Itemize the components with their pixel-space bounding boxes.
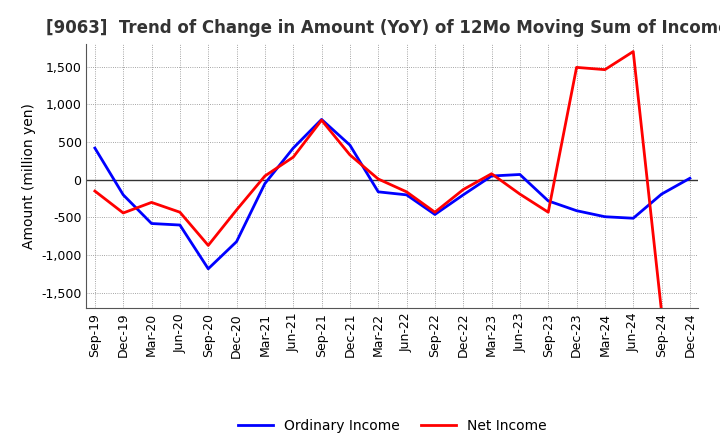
Ordinary Income bbox=[487, 173, 496, 179]
Y-axis label: Amount (million yen): Amount (million yen) bbox=[22, 103, 35, 249]
Ordinary Income bbox=[91, 146, 99, 151]
Net Income bbox=[119, 210, 127, 216]
Ordinary Income bbox=[261, 181, 269, 186]
Net Income bbox=[233, 207, 241, 213]
Line: Ordinary Income: Ordinary Income bbox=[95, 119, 690, 269]
Net Income bbox=[657, 309, 666, 315]
Net Income bbox=[346, 152, 354, 158]
Net Income bbox=[261, 173, 269, 179]
Ordinary Income bbox=[572, 208, 581, 213]
Net Income bbox=[91, 188, 99, 194]
Ordinary Income bbox=[318, 117, 326, 122]
Ordinary Income bbox=[459, 192, 467, 198]
Net Income bbox=[516, 191, 524, 197]
Net Income bbox=[572, 65, 581, 70]
Ordinary Income bbox=[657, 191, 666, 197]
Net Income bbox=[431, 209, 439, 215]
Net Income bbox=[204, 243, 212, 248]
Ordinary Income bbox=[544, 198, 552, 204]
Legend: Ordinary Income, Net Income: Ordinary Income, Net Income bbox=[233, 413, 552, 438]
Net Income bbox=[289, 154, 297, 160]
Ordinary Income bbox=[374, 189, 382, 194]
Ordinary Income bbox=[346, 143, 354, 148]
Title: [9063]  Trend of Change in Amount (YoY) of 12Mo Moving Sum of Incomes: [9063] Trend of Change in Amount (YoY) o… bbox=[45, 19, 720, 37]
Ordinary Income bbox=[629, 216, 637, 221]
Net Income bbox=[148, 200, 156, 205]
Ordinary Income bbox=[685, 176, 694, 181]
Ordinary Income bbox=[402, 192, 411, 198]
Net Income bbox=[459, 187, 467, 192]
Ordinary Income bbox=[600, 214, 609, 220]
Net Income bbox=[600, 67, 609, 72]
Net Income bbox=[176, 209, 184, 215]
Net Income bbox=[629, 49, 637, 54]
Ordinary Income bbox=[148, 221, 156, 226]
Ordinary Income bbox=[516, 172, 524, 177]
Ordinary Income bbox=[119, 192, 127, 198]
Line: Net Income: Net Income bbox=[95, 51, 662, 312]
Ordinary Income bbox=[204, 266, 212, 271]
Ordinary Income bbox=[233, 239, 241, 244]
Net Income bbox=[487, 171, 496, 176]
Ordinary Income bbox=[431, 212, 439, 217]
Net Income bbox=[402, 189, 411, 194]
Ordinary Income bbox=[176, 222, 184, 227]
Net Income bbox=[318, 117, 326, 123]
Net Income bbox=[374, 176, 382, 182]
Ordinary Income bbox=[289, 146, 297, 151]
Net Income bbox=[544, 209, 552, 215]
